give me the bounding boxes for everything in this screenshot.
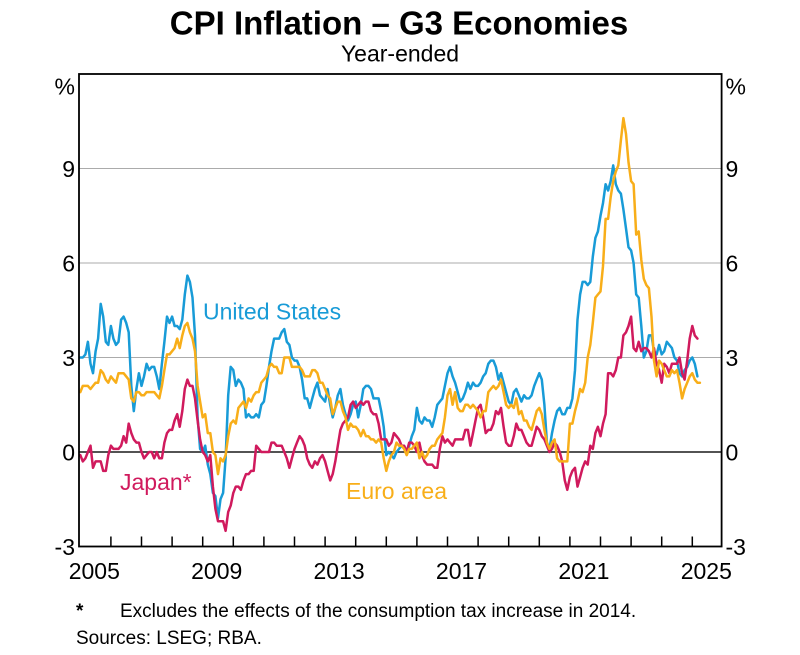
svg-text:Euro area: Euro area: [346, 478, 447, 504]
svg-text:9: 9: [62, 156, 75, 182]
svg-text:0: 0: [62, 440, 75, 466]
svg-text:9: 9: [726, 156, 739, 182]
svg-text:2005: 2005: [69, 558, 120, 584]
svg-text:-3: -3: [726, 534, 746, 560]
svg-text:Year-ended: Year-ended: [341, 41, 459, 67]
svg-text:2013: 2013: [314, 558, 365, 584]
svg-text:%: %: [726, 74, 746, 100]
svg-text:2017: 2017: [436, 558, 487, 584]
svg-text:6: 6: [726, 251, 739, 277]
svg-text:3: 3: [726, 345, 739, 371]
svg-text:Japan*: Japan*: [120, 469, 192, 495]
svg-text:*: *: [76, 601, 84, 622]
svg-text:%: %: [55, 74, 75, 100]
svg-text:Excludes the effects of the co: Excludes the effects of the consumption …: [120, 601, 636, 622]
svg-text:0: 0: [726, 440, 739, 466]
svg-text:6: 6: [62, 251, 75, 277]
svg-text:United States: United States: [203, 299, 341, 325]
svg-text:2021: 2021: [558, 558, 609, 584]
svg-text:Sources: LSEG; RBA.: Sources: LSEG; RBA.: [76, 628, 262, 649]
svg-text:2025: 2025: [681, 558, 732, 584]
svg-text:2009: 2009: [191, 558, 242, 584]
svg-text:-3: -3: [55, 534, 75, 560]
svg-text:CPI Inflation – G3 Economies: CPI Inflation – G3 Economies: [170, 5, 628, 42]
svg-text:3: 3: [62, 345, 75, 371]
